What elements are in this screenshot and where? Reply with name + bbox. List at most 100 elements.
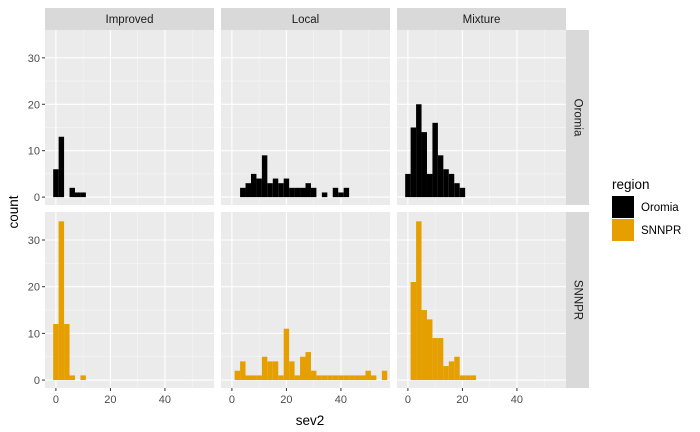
histogram-bar bbox=[289, 187, 295, 198]
histogram-bar bbox=[305, 352, 311, 381]
bars-oromia-local bbox=[240, 155, 350, 198]
histogram-bar bbox=[58, 136, 65, 198]
histogram-bar bbox=[278, 183, 284, 198]
histogram-bar bbox=[53, 169, 59, 198]
histogram-bar bbox=[256, 178, 262, 198]
y-tick-label: 10 bbox=[28, 328, 40, 340]
histogram-bar bbox=[321, 192, 328, 198]
x-tick-label: 20 bbox=[456, 394, 468, 406]
facet-strip-label: Improved bbox=[106, 14, 154, 26]
histogram-bar bbox=[240, 361, 246, 381]
x-tick-label: 20 bbox=[280, 394, 292, 406]
legend-label: Oromia bbox=[641, 202, 679, 214]
histogram-bar bbox=[443, 366, 449, 381]
facet-strip-label: Local bbox=[292, 14, 320, 26]
panel-background bbox=[221, 30, 390, 205]
histogram-bar bbox=[410, 127, 417, 198]
histogram-bar bbox=[250, 173, 257, 198]
histogram-bar bbox=[332, 187, 339, 198]
histogram-bar bbox=[338, 192, 344, 198]
histogram-bar bbox=[448, 173, 455, 198]
histogram-bar bbox=[343, 187, 350, 198]
facet-strip-mixture bbox=[397, 8, 566, 30]
histogram-bar bbox=[261, 155, 268, 198]
histogram-bar bbox=[272, 178, 279, 198]
axes-layer: Improved Local Mixture Oromia SNNPR 0 10 20 30 0 1… bbox=[28, 8, 589, 406]
x-tick-label: 0 bbox=[229, 394, 235, 406]
histogram-bar bbox=[454, 356, 460, 381]
histogram-bar bbox=[365, 370, 371, 381]
histogram-bar bbox=[267, 361, 273, 381]
histogram-bar bbox=[278, 375, 284, 381]
legend-items: Oromia SNNPR bbox=[612, 196, 681, 241]
panel-snnpr-improved bbox=[45, 212, 214, 388]
histogram-bar bbox=[300, 356, 306, 381]
y-tick-label: 0 bbox=[34, 192, 40, 204]
histogram-bar bbox=[349, 375, 355, 381]
facet-strip-label: Mixture bbox=[463, 14, 501, 26]
legend: region Oromia SNNPR bbox=[612, 177, 681, 241]
histogram-bar bbox=[416, 221, 422, 381]
histogram-bar bbox=[250, 375, 257, 381]
histogram-bar bbox=[416, 104, 422, 198]
bars-snnpr-local bbox=[234, 328, 388, 381]
histogram-bar bbox=[465, 375, 471, 381]
histogram-bar bbox=[370, 375, 377, 381]
y-tick-label: 30 bbox=[28, 53, 40, 65]
legend-title: region bbox=[612, 177, 650, 192]
panels-layer bbox=[45, 30, 566, 388]
histogram-bar bbox=[272, 361, 279, 381]
histogram-bar bbox=[437, 155, 444, 198]
histogram-bar bbox=[421, 310, 427, 381]
panel-oromia-improved bbox=[45, 30, 214, 205]
histogram-bar bbox=[421, 132, 427, 198]
y-axis-title: count bbox=[6, 195, 21, 228]
facet-strip-label: Oromia bbox=[571, 99, 583, 137]
histogram-bar bbox=[459, 187, 466, 198]
legend-label: SNNPR bbox=[641, 225, 681, 237]
histogram-bar bbox=[381, 370, 388, 381]
histogram-bar bbox=[283, 328, 290, 381]
panel-background bbox=[45, 212, 214, 388]
histogram-bar bbox=[53, 324, 59, 381]
histogram-bar bbox=[289, 361, 295, 381]
histogram-bar bbox=[332, 375, 339, 381]
bars-oromia-improved bbox=[53, 136, 86, 198]
facet-strip-local bbox=[221, 8, 390, 30]
histogram-bar bbox=[459, 375, 466, 381]
histogram-bar bbox=[405, 173, 411, 198]
histogram-bar bbox=[64, 324, 70, 381]
bars-snnpr-improved bbox=[53, 221, 86, 381]
histogram-bar bbox=[310, 187, 317, 198]
facet-strip-label: SNNPR bbox=[571, 280, 583, 320]
histogram-bar bbox=[443, 169, 449, 198]
histogram-bar bbox=[410, 282, 417, 381]
x-tick-label: 40 bbox=[511, 394, 523, 406]
histogram-bar bbox=[454, 183, 460, 198]
x-axis-title: sev2 bbox=[296, 413, 325, 428]
histogram-bar bbox=[300, 187, 306, 198]
histogram-bar bbox=[426, 319, 433, 381]
histogram-bar bbox=[327, 375, 333, 381]
histogram-bar bbox=[294, 187, 301, 198]
histogram-bar bbox=[80, 192, 86, 198]
y-tick-label: 10 bbox=[28, 146, 40, 158]
histogram-bar bbox=[338, 375, 344, 381]
histogram-bar bbox=[448, 361, 455, 381]
histogram-bar bbox=[354, 375, 361, 381]
histogram-bar bbox=[267, 183, 273, 198]
histogram-bar bbox=[426, 173, 433, 198]
histogram-bar bbox=[256, 375, 262, 381]
histogram-bar bbox=[360, 375, 366, 381]
y-tick-label: 20 bbox=[28, 282, 40, 294]
x-tick-label: 0 bbox=[53, 394, 59, 406]
y-tick-label: 0 bbox=[34, 375, 40, 387]
x-tick-label: 40 bbox=[335, 394, 347, 406]
facet-strip-improved bbox=[45, 8, 214, 30]
y-tick-label: 20 bbox=[28, 99, 40, 111]
histogram-bar bbox=[305, 183, 311, 198]
x-tick-label: 20 bbox=[104, 394, 116, 406]
legend-key-snnpr bbox=[612, 219, 634, 241]
histogram-bar bbox=[261, 356, 268, 381]
